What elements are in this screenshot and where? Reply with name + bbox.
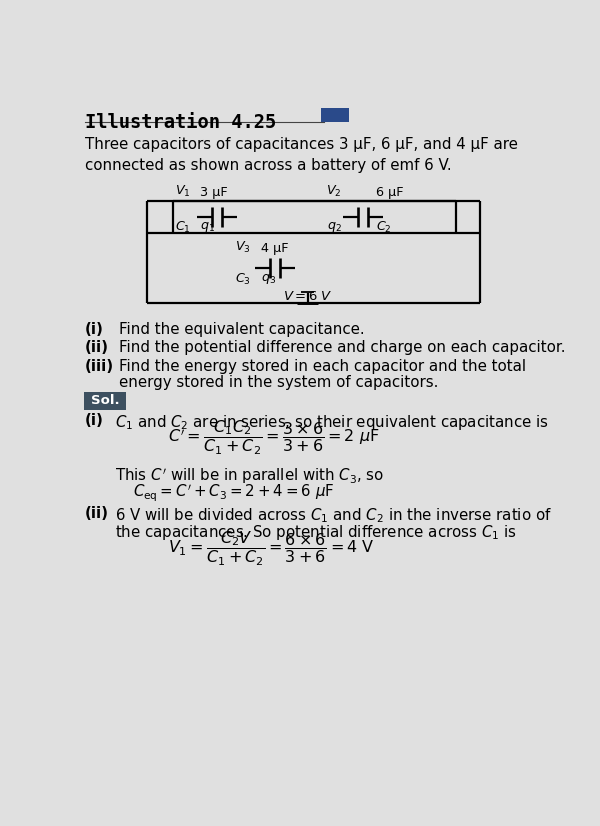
Text: 6 μF: 6 μF	[376, 186, 404, 199]
Text: $C_{\mathrm{eq}} = C' + C_3 = 2 + 4 = 6\ \mu\mathrm{F}$: $C_{\mathrm{eq}} = C' + C_3 = 2 + 4 = 6\…	[133, 482, 335, 504]
Text: (ii): (ii)	[85, 340, 109, 355]
Text: energy stored in the system of capacitors.: energy stored in the system of capacitor…	[119, 374, 439, 390]
Text: $q_2$: $q_2$	[328, 220, 343, 234]
Text: $V_1 = \dfrac{C_2 V}{C_1 + C_2} = \dfrac{6 \times 6}{3 + 6} = 4\ \mathrm{V}$: $V_1 = \dfrac{C_2 V}{C_1 + C_2} = \dfrac…	[168, 529, 375, 568]
Text: $C_2$: $C_2$	[376, 220, 392, 235]
Text: $q_1$: $q_1$	[200, 220, 215, 234]
Text: $C_1$: $C_1$	[175, 220, 191, 235]
FancyBboxPatch shape	[84, 392, 125, 411]
Text: connected as shown across a battery of emf 6 V.: connected as shown across a battery of e…	[85, 158, 452, 173]
Text: $C_1$ and $C_2$ are in series, so their equivalent capacitance is: $C_1$ and $C_2$ are in series, so their …	[115, 413, 548, 432]
Text: 6 V will be divided across $C_1$ and $C_2$ in the inverse ratio of: 6 V will be divided across $C_1$ and $C_…	[115, 506, 551, 525]
Text: 3 μF: 3 μF	[200, 186, 227, 199]
Text: $C_3$: $C_3$	[235, 272, 251, 287]
Text: Find the potential difference and charge on each capacitor.: Find the potential difference and charge…	[119, 340, 566, 355]
Text: (ii): (ii)	[85, 506, 109, 521]
Text: $V_1$: $V_1$	[175, 184, 191, 199]
Text: Find the equivalent capacitance.: Find the equivalent capacitance.	[119, 321, 365, 337]
FancyBboxPatch shape	[322, 108, 349, 122]
Text: $V = 6$ V: $V = 6$ V	[283, 290, 332, 303]
Text: the capacitances. So potential difference across $C_1$ is: the capacitances. So potential differenc…	[115, 524, 517, 543]
Text: Three capacitors of capacitances 3 μF, 6 μF, and 4 μF are: Three capacitors of capacitances 3 μF, 6…	[85, 137, 518, 152]
Text: Sol.: Sol.	[91, 394, 119, 407]
Text: (i): (i)	[85, 321, 104, 337]
Text: Illustration 4.25: Illustration 4.25	[85, 113, 277, 132]
Text: $V_2$: $V_2$	[326, 184, 341, 199]
Text: Find the energy stored in each capacitor and the total: Find the energy stored in each capacitor…	[119, 358, 526, 373]
Text: $C' = \dfrac{C_1 C_2}{C_1 + C_2} = \dfrac{3 \times 6}{3 + 6} = 2\ \mu\mathrm{F}$: $C' = \dfrac{C_1 C_2}{C_1 + C_2} = \dfra…	[168, 419, 380, 458]
Text: (iii): (iii)	[85, 358, 115, 373]
Text: 4 μF: 4 μF	[261, 242, 289, 255]
Text: $V_3$: $V_3$	[235, 240, 251, 255]
Text: $q_3$: $q_3$	[261, 272, 276, 286]
Text: (i): (i)	[85, 413, 104, 428]
Text: This $C'$ will be in parallel with $C_3$, so: This $C'$ will be in parallel with $C_3$…	[115, 467, 384, 487]
